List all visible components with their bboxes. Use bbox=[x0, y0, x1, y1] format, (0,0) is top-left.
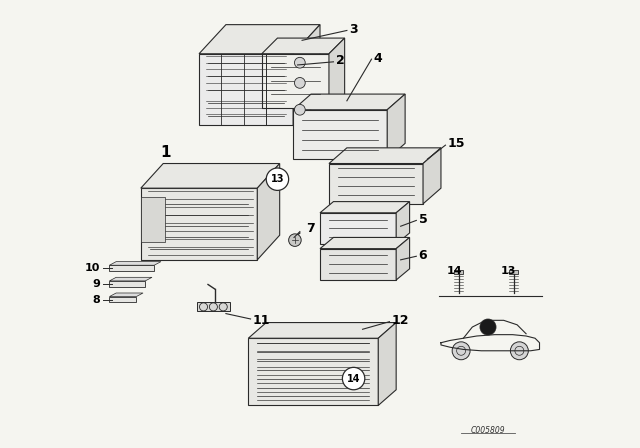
Text: 1: 1 bbox=[160, 145, 171, 160]
Circle shape bbox=[294, 78, 305, 88]
Text: 3: 3 bbox=[349, 22, 358, 36]
Polygon shape bbox=[109, 293, 143, 297]
Polygon shape bbox=[293, 94, 405, 110]
Circle shape bbox=[511, 342, 529, 360]
Polygon shape bbox=[141, 188, 257, 260]
Text: 15: 15 bbox=[448, 137, 465, 150]
Polygon shape bbox=[257, 164, 280, 260]
Polygon shape bbox=[262, 54, 329, 108]
Text: 6: 6 bbox=[419, 249, 427, 262]
Text: 5: 5 bbox=[419, 213, 428, 226]
Polygon shape bbox=[109, 265, 154, 271]
Polygon shape bbox=[196, 302, 230, 311]
Text: 2: 2 bbox=[335, 54, 344, 67]
Polygon shape bbox=[109, 297, 136, 302]
Text: 9: 9 bbox=[93, 279, 100, 289]
Text: 13: 13 bbox=[271, 174, 284, 184]
Polygon shape bbox=[320, 237, 410, 249]
Polygon shape bbox=[109, 262, 161, 265]
Polygon shape bbox=[262, 38, 344, 54]
Polygon shape bbox=[199, 54, 293, 125]
Polygon shape bbox=[293, 25, 320, 125]
Polygon shape bbox=[454, 270, 463, 274]
Circle shape bbox=[289, 234, 301, 246]
Circle shape bbox=[480, 319, 496, 335]
Polygon shape bbox=[320, 213, 396, 244]
Polygon shape bbox=[329, 38, 344, 108]
Polygon shape bbox=[509, 270, 518, 274]
Text: 10: 10 bbox=[85, 263, 100, 273]
Text: 14: 14 bbox=[347, 374, 360, 383]
Text: 14: 14 bbox=[447, 266, 462, 276]
Text: C005809: C005809 bbox=[470, 426, 506, 435]
Polygon shape bbox=[141, 197, 165, 242]
Polygon shape bbox=[248, 338, 378, 405]
Polygon shape bbox=[320, 202, 410, 213]
Polygon shape bbox=[396, 237, 410, 280]
Circle shape bbox=[342, 367, 365, 390]
Text: 13: 13 bbox=[500, 266, 516, 276]
Circle shape bbox=[294, 104, 305, 115]
Polygon shape bbox=[329, 148, 441, 164]
Circle shape bbox=[452, 342, 470, 360]
Polygon shape bbox=[109, 277, 152, 281]
Polygon shape bbox=[109, 281, 145, 287]
Circle shape bbox=[294, 57, 305, 68]
Text: 7: 7 bbox=[306, 222, 314, 235]
Polygon shape bbox=[387, 94, 405, 159]
Polygon shape bbox=[293, 110, 387, 159]
Polygon shape bbox=[396, 202, 410, 244]
Text: 12: 12 bbox=[392, 314, 409, 327]
Polygon shape bbox=[248, 323, 396, 338]
Polygon shape bbox=[199, 25, 320, 54]
Polygon shape bbox=[141, 164, 280, 188]
Text: 8: 8 bbox=[93, 295, 100, 305]
Polygon shape bbox=[320, 249, 396, 280]
Text: 4: 4 bbox=[374, 52, 383, 65]
Polygon shape bbox=[378, 323, 396, 405]
Polygon shape bbox=[329, 164, 423, 204]
Circle shape bbox=[266, 168, 289, 190]
Text: 11: 11 bbox=[253, 314, 270, 327]
Polygon shape bbox=[423, 148, 441, 204]
